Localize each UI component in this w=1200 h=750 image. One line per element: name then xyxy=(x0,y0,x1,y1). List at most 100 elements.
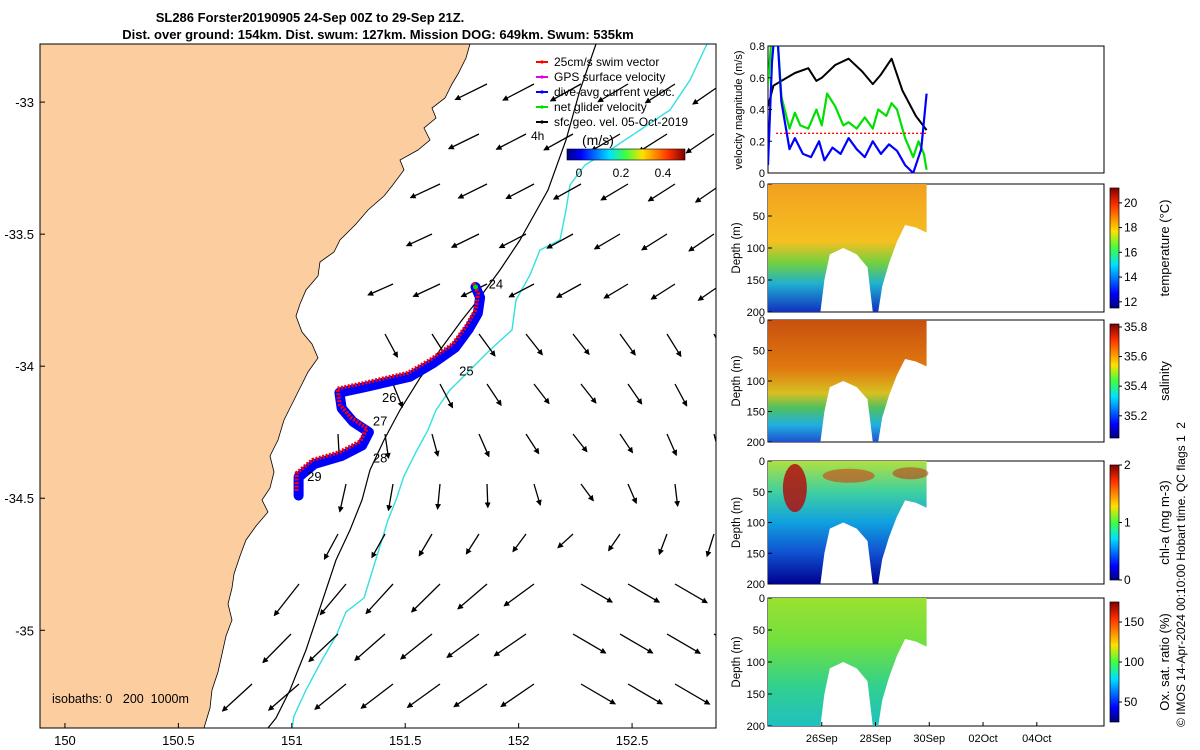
geo-velocity-arrow xyxy=(399,633,433,660)
geo-velocity-arrow xyxy=(498,233,527,249)
geo-velocity-arrow xyxy=(319,583,347,616)
title-line-1: SL286 Forster20190905 24-Sep 00Z to 29-S… xyxy=(156,10,465,25)
geo-velocity-arrow xyxy=(688,233,715,252)
colorbar-tick-label: 20 xyxy=(1124,196,1138,210)
geo-velocity-arrow xyxy=(431,433,440,457)
geo-velocity-arrow xyxy=(392,383,404,408)
map-y-ticks: -33 -33.5 -34 -34.5 -35 xyxy=(4,95,45,638)
geo-velocity-arrow xyxy=(450,233,480,248)
geo-velocity-arrow xyxy=(641,233,668,251)
time-tick-label: 30Sep xyxy=(913,733,945,745)
velocity-series xyxy=(768,46,928,173)
geo-velocity-arrow xyxy=(478,433,490,458)
geo-velocity-arrow xyxy=(457,583,488,610)
geo-velocity-arrow xyxy=(546,233,574,249)
geo-velocity-arrow xyxy=(512,533,527,553)
chlorophyll-section-fill xyxy=(768,461,927,584)
colorbar-tick-label: 12 xyxy=(1124,295,1138,309)
legend-swatch-dot xyxy=(540,75,544,79)
geo-velocity-arrow xyxy=(360,683,394,709)
colorbar-tick-label: 18 xyxy=(1124,221,1138,235)
geo-velocity-arrow xyxy=(405,233,433,247)
depth-tick-label: 200 xyxy=(747,579,765,591)
map-y-tick-label: -34 xyxy=(15,359,34,374)
time-axis: 26Sep 28Sep 30Sep 02Oct 04Oct xyxy=(806,722,1051,745)
geo-velocity-arrow xyxy=(503,583,535,607)
speed-colorbar-ticks: 0 0.2 0.4 xyxy=(576,166,672,180)
geo-velocity-arrow xyxy=(406,683,441,708)
legend-label: dive-avg current veloc. xyxy=(554,85,675,99)
legend-label: net glider velocity xyxy=(554,100,647,114)
colorbar-tick-label: 14 xyxy=(1124,270,1138,284)
time-tick-label: 28Sep xyxy=(860,733,892,745)
map-x-tick-label: 151.5 xyxy=(389,733,422,748)
geo-velocity-arrow xyxy=(549,83,582,102)
colorbar-tick-label: 35.2 xyxy=(1124,409,1148,423)
geo-velocity-arrow xyxy=(666,433,678,457)
speed-colorbar xyxy=(566,148,686,161)
track-start-marker xyxy=(473,284,479,290)
colorbar-title: (m/s) xyxy=(582,132,614,148)
glider-track xyxy=(293,282,486,501)
velocity-line xyxy=(768,57,928,131)
isobath-label: isobaths: 0 200 1000m xyxy=(52,692,189,706)
depth-tick-label: 100 xyxy=(747,657,765,669)
geo-velocity-arrow xyxy=(572,433,588,453)
geo-velocity-arrow xyxy=(674,483,681,508)
depth-axis-label: Depth (m) xyxy=(731,355,743,406)
velocity-y-ticks: 0 0.2 0.4 0.6 0.8 xyxy=(750,41,772,180)
colorbar-tick-label: 50 xyxy=(1124,695,1138,709)
geo-velocity-arrow xyxy=(692,87,716,105)
velocity-ylabel: velocity magnitude (m/s) xyxy=(733,50,745,169)
geo-velocity-arrow xyxy=(478,333,496,357)
geo-velocity-arrow xyxy=(619,633,654,654)
isobath-1000m xyxy=(291,44,708,728)
geo-velocity-arrow xyxy=(365,583,394,615)
colorbar-tick-label: 2 xyxy=(1124,458,1131,472)
land-mass xyxy=(40,44,471,728)
time-tick-label: 02Oct xyxy=(968,733,997,745)
chl-high-patch xyxy=(822,468,875,483)
colorbar-tick-label: 35.8 xyxy=(1124,320,1148,334)
geo-velocity-arrow xyxy=(495,133,527,150)
depth-tick-label: 150 xyxy=(747,689,765,701)
colorbar-label: Ox. sat. ratio (%) xyxy=(1157,613,1172,711)
depth-tick-label: 100 xyxy=(747,376,765,388)
geo-velocity-arrow xyxy=(502,83,535,101)
colorbar-tick-label: 1 xyxy=(1124,516,1131,530)
depth-tick-label: 50 xyxy=(753,487,765,499)
geo-velocity-arrow xyxy=(543,133,574,151)
depth-tick-label: 50 xyxy=(753,625,765,637)
geo-velocity-arrow xyxy=(505,183,535,200)
depth-tick-label: 0 xyxy=(759,593,765,605)
geo-velocity-arrow xyxy=(409,183,441,199)
geo-velocity-arrow xyxy=(314,683,347,710)
map-y-tick-label: -34.5 xyxy=(4,491,34,506)
oxygen-panel: 0 50 100 150 200 Depth (m) 50 100 150 Ox. sat. ra… xyxy=(731,593,1172,733)
geo-velocity-arrow xyxy=(597,83,629,103)
day-labels: 24 25 26 27 28 29 xyxy=(307,276,503,484)
map-x-tick-label: 151 xyxy=(281,733,303,748)
geo-velocity-arrow xyxy=(658,533,668,556)
geo-velocity-arrow xyxy=(666,333,682,358)
geo-velocity-arrow xyxy=(439,383,454,409)
geo-velocity-arrow xyxy=(619,433,634,454)
day-label: 25 xyxy=(459,363,473,378)
geo-velocity-arrow xyxy=(572,633,607,654)
geo-velocity-arrow xyxy=(447,133,480,150)
depth-tick-label: 50 xyxy=(753,211,765,223)
time-tick-label: 26Sep xyxy=(806,733,838,745)
map-x-tick-label: 150 xyxy=(54,733,76,748)
depth-tick-label: 0 xyxy=(759,456,765,468)
colorbar-label: temperature (°C) xyxy=(1157,200,1172,297)
colorbar-tick-label: 100 xyxy=(1124,655,1144,669)
temperature-panel: 0 50 100 150 200 Depth (m) 12 14 16 18 20 temperatu… xyxy=(731,179,1172,319)
geo-velocity-arrow xyxy=(435,483,442,510)
velocity-panel: 0 0.2 0.4 0.6 0.8 velocity magnitude (m/s) xyxy=(733,41,1105,180)
geo-velocity-arrow xyxy=(533,383,550,405)
geo-velocity-arrow xyxy=(644,83,676,104)
geo-velocity-arrow xyxy=(384,333,398,358)
velocity-line xyxy=(768,46,928,173)
isobath-200m xyxy=(267,44,597,728)
